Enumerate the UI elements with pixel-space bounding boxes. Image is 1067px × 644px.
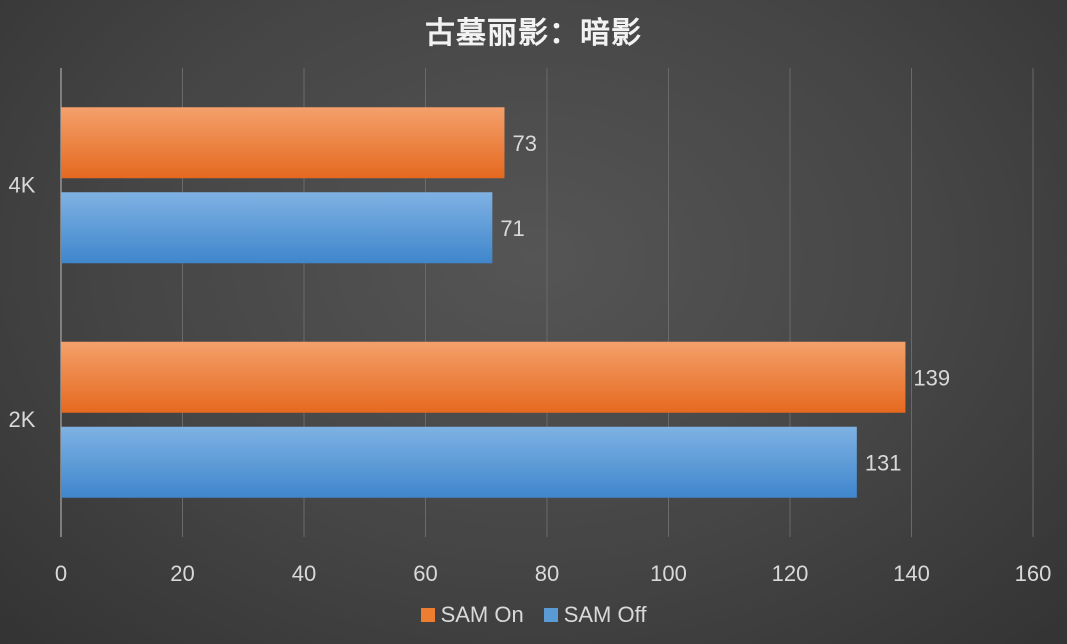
x-tick-label-40: 40 — [292, 561, 316, 586]
legend-swatch-sam-on — [420, 608, 435, 622]
x-tick-label-80: 80 — [535, 561, 559, 586]
x-tick-label-160: 160 — [1015, 561, 1052, 586]
legend-swatch-sam-off — [543, 608, 558, 622]
legend-label-sam-on: SAM On — [440, 602, 524, 627]
chart-title: 古墓丽影：暗影 — [425, 16, 642, 51]
data-label-2k-sam-off: 131 — [865, 450, 902, 475]
legend-item-sam-off: SAM Off — [543, 602, 647, 628]
x-tick-label-120: 120 — [772, 561, 809, 586]
legend-label-sam-off: SAM Off — [563, 602, 647, 627]
bar-4k-sam-on — [61, 107, 505, 179]
bar-2k-sam-off — [61, 426, 857, 498]
y-category-label-4k: 4K — [9, 172, 36, 197]
data-label-4k-sam-on: 73 — [512, 131, 536, 156]
x-tick-label-100: 100 — [650, 561, 687, 586]
x-tick-label-0: 0 — [55, 561, 67, 586]
legend-item-sam-on: SAM On — [420, 602, 524, 628]
x-tick-label-60: 60 — [413, 561, 437, 586]
x-tick-label-20: 20 — [170, 561, 194, 586]
x-tick-label-140: 140 — [893, 561, 930, 586]
bar-2k-sam-on — [61, 341, 906, 413]
bar-4k-sam-off — [61, 192, 493, 264]
legend: SAM On SAM Off — [0, 602, 1067, 628]
data-label-2k-sam-on: 139 — [913, 365, 950, 390]
y-category-label-2k: 2K — [9, 407, 36, 432]
data-label-4k-sam-off: 71 — [500, 216, 524, 241]
